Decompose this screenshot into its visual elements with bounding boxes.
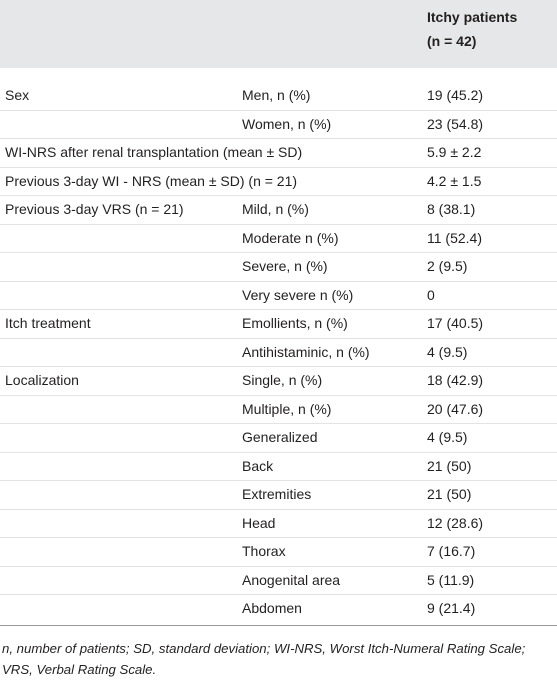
cell-value: 5.9 ± 2.2 [427,144,482,160]
cell-value: 19 (45.2) [427,87,484,103]
cell-item: Very severe n (%) [242,286,354,303]
cell-value: 12 (28.6) [427,514,484,531]
cell-value: 18 (42.9) [427,372,484,388]
row-rule [0,480,557,481]
cell-item: Severe, n (%) [242,258,328,274]
column-header: Itchy patients [427,9,518,25]
cell-value: 21 (50) [427,457,472,474]
cell-item: Women, n (%) [242,115,332,132]
cell-item: Single, n (%) [242,372,323,388]
cell-value: 7 (16.7) [427,543,476,559]
cell-group: Itch treatment [5,315,91,331]
cell-item: Anogenital area [242,571,341,588]
row-rule [0,109,557,111]
cell-value: 4.2 ± 1.5 [427,172,482,189]
cell-group: Previous 3-day VRS (n = 21) [5,201,184,217]
cell-group: WI-NRS after renal transplantation (mean… [5,144,303,160]
row-rule [0,394,557,396]
cell-value: 8 (38.1) [427,201,476,217]
cell-item: Back [242,457,274,474]
row-rule [0,166,557,168]
cell-value: 23 (54.8) [427,115,484,132]
cell-item: Antihistaminic, n (%) [242,343,370,360]
cell-value: 4 (9.5) [427,429,468,445]
cell-item: Moderate n (%) [242,229,339,246]
cell-value: 4 (9.5) [427,343,468,360]
row-rule [0,309,557,310]
cell-item: Extremities [242,486,312,502]
bottom-rule [0,625,557,626]
column-header-n: (n = 42) [427,33,477,49]
cell-item: Thorax [242,543,286,559]
cell-group: Localization [5,372,79,388]
cell-value: 9 (21.4) [427,600,476,616]
header-band [0,0,557,68]
footnote: n, number of patients; SD, standard devi… [2,641,526,677]
cell-value: 20 (47.6) [427,400,484,417]
cell-value: 21 (50) [427,486,472,502]
row-rule [0,252,557,253]
row-rule [0,337,557,339]
row-rule [0,423,557,424]
cell-item: Emollients, n (%) [242,315,348,331]
cell-item: Generalized [242,429,318,445]
row-rule [0,138,557,139]
cell-value: 11 (52.4) [427,229,482,246]
cell-group: Sex [5,87,30,103]
cell-value: 2 (9.5) [427,258,468,274]
cell-item: Men, n (%) [242,87,311,103]
row-rule [0,280,557,282]
row-rule [0,537,557,538]
cell-item: Head [242,514,276,531]
row-rule [0,565,557,567]
row-rule [0,366,557,367]
row-rule [0,451,557,453]
cell-item: Multiple, n (%) [242,400,332,417]
row-rule [0,223,557,225]
cell-value: 5 (11.9) [427,571,475,588]
cell-item: Mild, n (%) [242,201,309,217]
cell-group: Previous 3-day WI - NRS (mean ± SD) (n =… [5,172,298,189]
cell-value: 0 [427,286,435,303]
cell-value: 17 (40.5) [427,315,484,331]
row-rule [0,195,557,196]
cell-item: Abdomen [242,600,302,616]
row-rule [0,508,557,510]
row-rule [0,594,557,595]
